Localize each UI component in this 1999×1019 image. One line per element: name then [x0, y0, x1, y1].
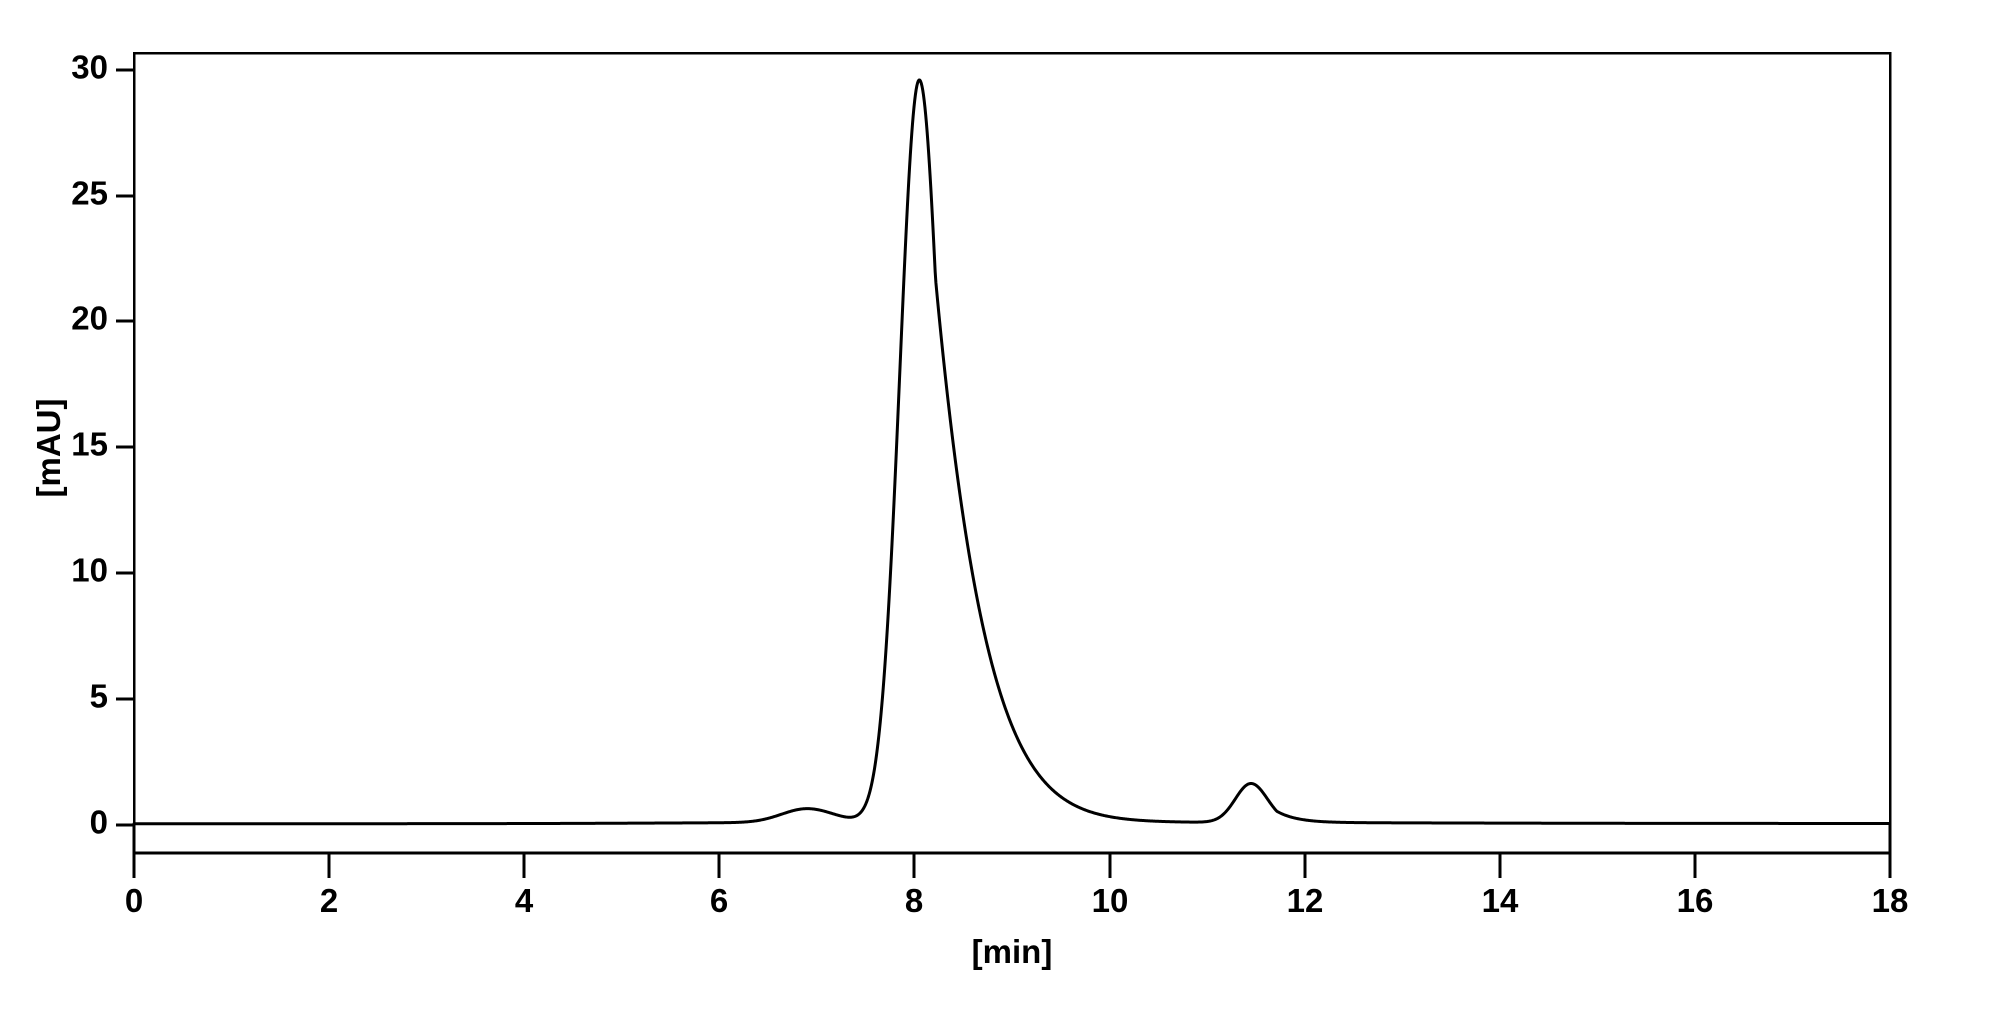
plot-frame: [132, 51, 1892, 825]
y-tick-label-5: 5: [90, 678, 108, 715]
y-tick-label-25: 25: [71, 175, 108, 212]
x-tick-label-0: 0: [125, 882, 143, 919]
x-tick-label-16: 16: [1677, 882, 1714, 919]
chromatogram-trace: [132, 78, 1892, 826]
x-tick-label-2: 2: [320, 882, 338, 919]
y-axis-tick-labels: 0 5 10 15 20 25 30: [71, 49, 108, 841]
y-tick-label-10: 10: [71, 552, 108, 589]
y-axis-title: [mAU]: [30, 399, 67, 498]
x-axis-ticks: [132, 853, 1892, 878]
frame-box: [132, 51, 1892, 825]
x-tick-label-8: 8: [905, 882, 923, 919]
x-axis-title: [min]: [972, 933, 1053, 970]
x-tick-label-6: 6: [710, 882, 728, 919]
x-tick-label-12: 12: [1287, 882, 1324, 919]
x-tick-label-4: 4: [515, 882, 534, 919]
y-tick-label-30: 30: [71, 49, 108, 86]
x-tick-label-14: 14: [1482, 882, 1519, 919]
y-axis-ticks: [116, 68, 134, 827]
y-tick-label-15: 15: [71, 426, 108, 463]
x-tick-label-18: 18: [1872, 882, 1909, 919]
x-axis-tick-labels: 0 2 4 6 8 10 12 14 16 18: [125, 882, 1909, 919]
y-tick-label-0: 0: [90, 804, 108, 841]
y-tick-label-20: 20: [71, 300, 108, 337]
x-tick-label-10: 10: [1092, 882, 1129, 919]
